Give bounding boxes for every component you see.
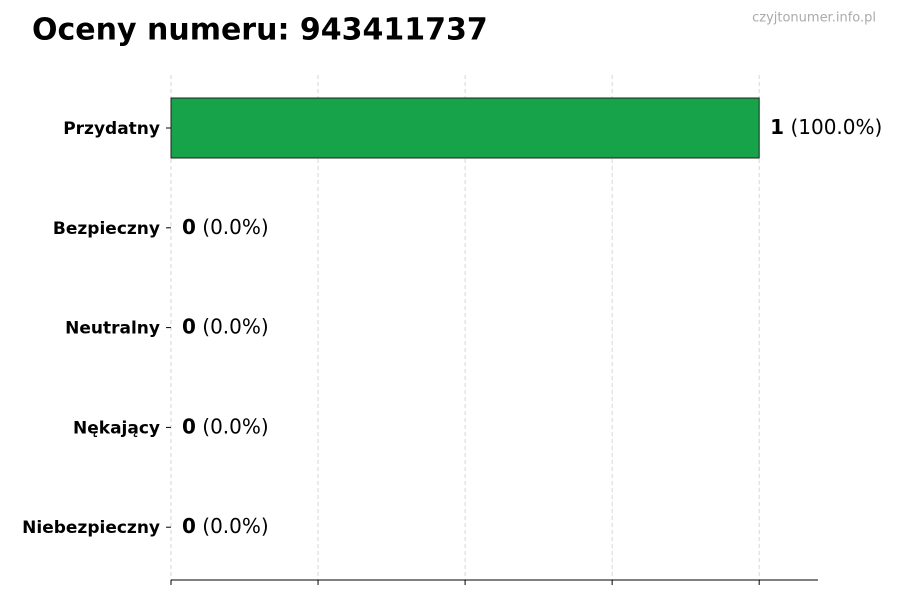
y-tick-label: Niebezpieczny (22, 518, 160, 538)
data-label: 0 (0.0%) (182, 314, 269, 338)
y-tick-label: Neutralny (65, 319, 160, 339)
data-percent: (0.0%) (202, 414, 268, 438)
data-label: 0 (0.0%) (182, 514, 269, 538)
chart-title: Oceny numeru: 943411737 (32, 13, 488, 48)
y-tick-label: Bezpieczny (53, 219, 160, 239)
data-label: 0 (0.0%) (182, 214, 269, 238)
bar (170, 97, 760, 159)
y-tick-label: Przydatny (63, 119, 160, 139)
data-value: 0 (182, 214, 196, 238)
data-value: 0 (182, 514, 196, 538)
data-percent: (0.0%) (202, 514, 268, 538)
data-value: 0 (182, 314, 196, 338)
data-percent: (0.0%) (202, 314, 268, 338)
data-percent: (100.0%) (790, 115, 882, 139)
data-percent: (0.0%) (202, 214, 268, 238)
watermark: czyjtonumer.info.pl (752, 11, 876, 26)
y-tick-label: Nękający (73, 418, 160, 438)
data-value: 0 (182, 414, 196, 438)
data-label: 1 (100.0%) (770, 115, 882, 139)
data-label: 0 (0.0%) (182, 414, 269, 438)
data-value: 1 (770, 115, 784, 139)
